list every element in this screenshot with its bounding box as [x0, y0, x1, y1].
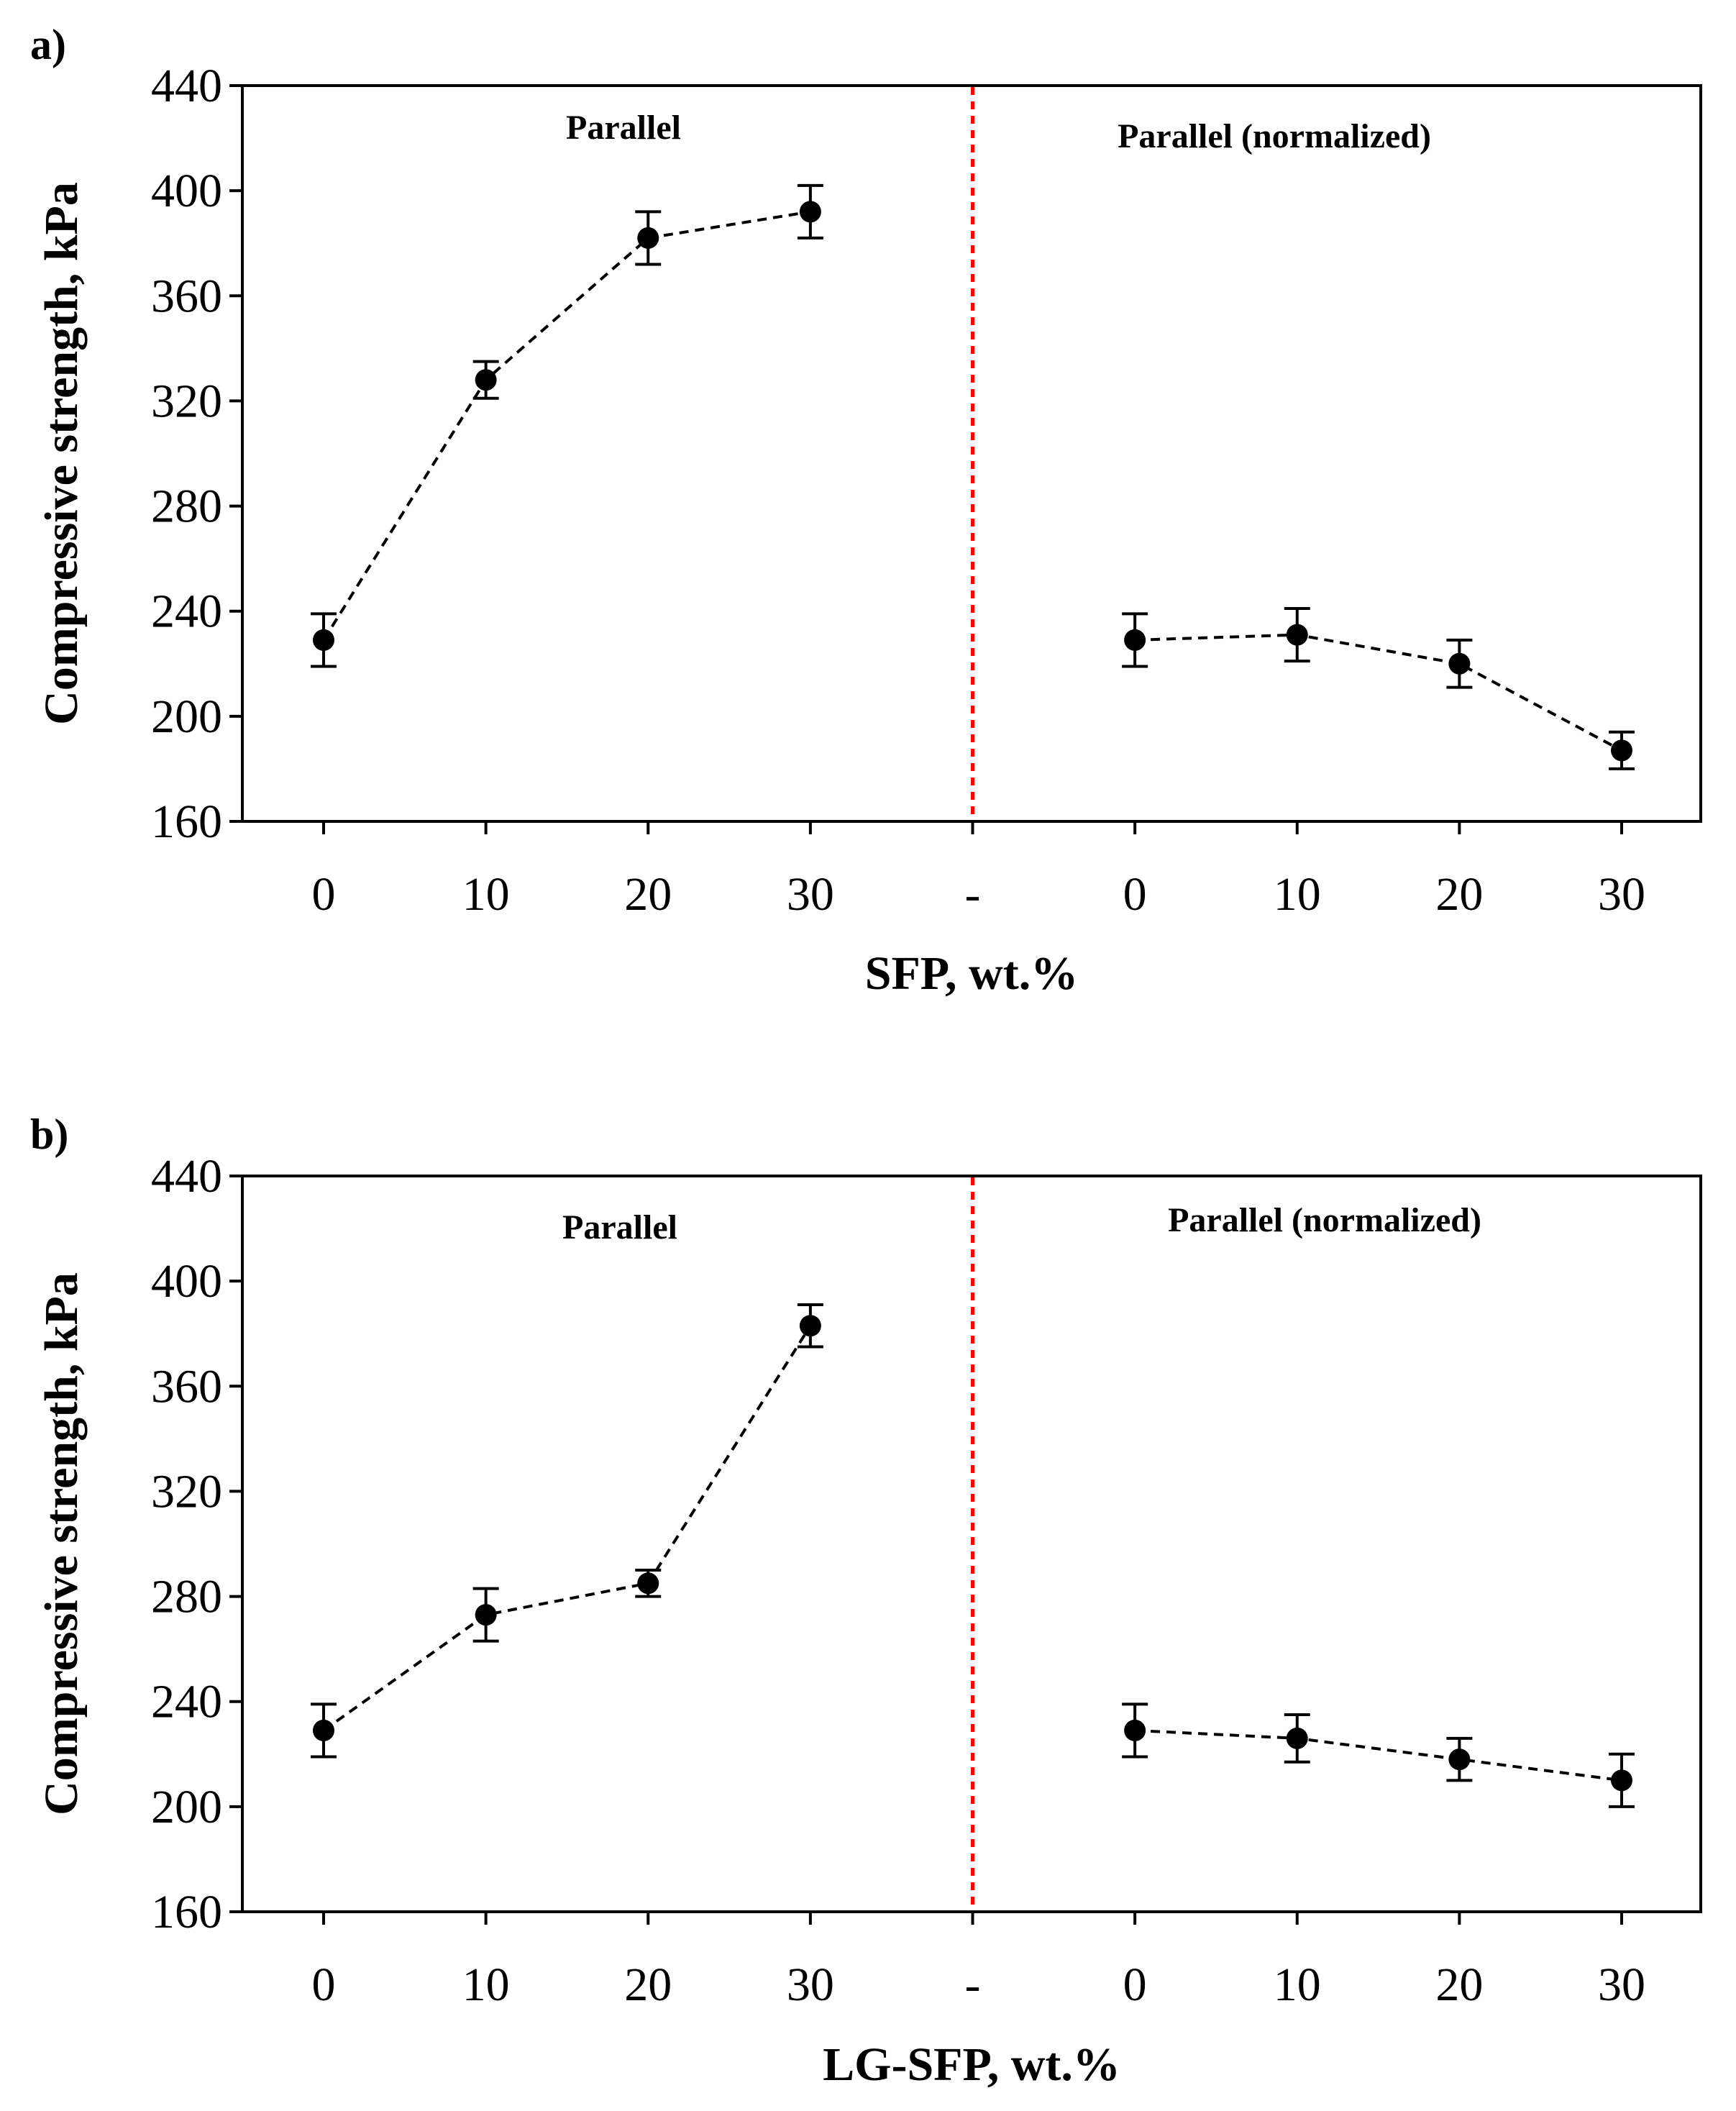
y-tick-label: 200: [151, 1781, 222, 1833]
y-tick-label: 200: [151, 690, 222, 743]
section-annotation: Parallel (normalized): [1168, 1201, 1481, 1239]
x-tick-label: 30: [1598, 1959, 1645, 2011]
data-point: [475, 369, 497, 391]
x-tick-label: 10: [1274, 1959, 1321, 2011]
data-point: [799, 201, 821, 223]
x-tick-label: 20: [1435, 868, 1483, 921]
data-point: [313, 629, 334, 651]
x-tick-label: -: [965, 868, 981, 921]
data-point: [1286, 1727, 1308, 1749]
x-tick-label: 10: [462, 1959, 510, 2011]
chart-panel-b: b) 160 200 240 280 320 360 400 440 0 10 20 30 - 0 10 20 3…: [30, 1111, 1702, 2091]
x-tick-label: 30: [1598, 868, 1645, 921]
y-tick-label: 160: [151, 795, 222, 848]
y-tick-label: 240: [151, 1676, 222, 1728]
data-point: [475, 1604, 497, 1626]
data-point: [313, 1719, 334, 1741]
x-tick-label: 20: [1435, 1959, 1483, 2011]
data-point: [637, 227, 659, 249]
y-tick-label: 240: [151, 585, 222, 638]
data-point: [1124, 1719, 1146, 1741]
series-line: [322, 1325, 812, 1732]
x-tick-label: 0: [312, 868, 336, 921]
x-tick-label: 20: [624, 1959, 672, 2011]
data-point: [1611, 739, 1632, 762]
x-tick-label: 0: [1123, 1959, 1147, 2011]
x-axis-title: LG-SFP, wt.%: [823, 2038, 1120, 2091]
data-point: [1611, 1769, 1632, 1792]
x-tick-label: 20: [624, 868, 672, 921]
y-tick-label: 280: [151, 1571, 222, 1623]
y-tick-label: 440: [151, 60, 222, 112]
y-tick-label: 360: [151, 270, 222, 322]
series-parallel-normalized: [1122, 607, 1635, 770]
x-tick-label: 0: [1123, 868, 1147, 921]
series-parallel: [311, 1303, 823, 1759]
section-annotation: Parallel (normalized): [1118, 117, 1431, 155]
panel-label: b): [30, 1111, 68, 1158]
x-tick-label: -: [965, 1959, 981, 2011]
y-tick-label: 320: [151, 1465, 222, 1518]
y-tick-label: 400: [151, 1255, 222, 1308]
data-point: [1124, 629, 1146, 651]
y-axis-title: Compressive strength, kPa: [35, 182, 88, 725]
section-annotation: Parallel: [562, 1208, 677, 1246]
x-tick-label: 30: [787, 1959, 834, 2011]
section-annotation: Parallel: [566, 109, 681, 147]
y-axis-title: Compressive strength, kPa: [35, 1272, 88, 1815]
panel-label: a): [30, 21, 66, 68]
x-tick-label: 10: [1274, 868, 1321, 921]
x-tick-label: 10: [462, 868, 510, 921]
data-point: [799, 1315, 821, 1337]
data-point: [1448, 652, 1471, 675]
x-axis-title: SFP, wt.%: [865, 947, 1078, 1000]
series-parallel-normalized: [1122, 1702, 1635, 1808]
y-tick-label: 280: [151, 480, 222, 533]
y-tick-label: 360: [151, 1360, 222, 1413]
series-line: [322, 210, 811, 641]
y-tick-label: 320: [151, 375, 222, 427]
data-point: [637, 1572, 659, 1595]
x-tick-label: 0: [312, 1959, 336, 2011]
y-tick-label: 400: [151, 165, 222, 217]
y-tick-label: 440: [151, 1150, 222, 1203]
y-tick-label: 160: [151, 1886, 222, 1938]
data-point: [1286, 624, 1308, 646]
series-line: [1135, 1728, 1622, 1782]
chart-panel-a: a) 160 200 240 280 320 360 400 440 0 10 20 30 - 0 10 20 3…: [30, 21, 1702, 1000]
data-point: [1448, 1748, 1471, 1771]
series-parallel: [311, 183, 823, 668]
x-tick-label: 30: [787, 868, 834, 921]
series-line: [1135, 633, 1622, 752]
